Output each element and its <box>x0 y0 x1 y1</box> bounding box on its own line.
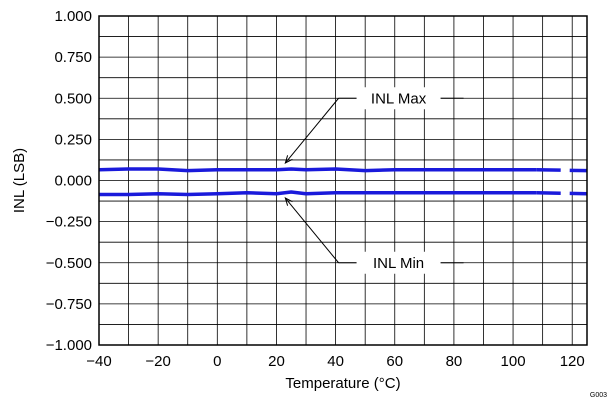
y-tick-label: 0.750 <box>54 49 92 66</box>
y-tick-label: −0.500 <box>46 255 92 272</box>
annotation-label-bg-inl-min <box>356 251 441 274</box>
annotation-arrowhead-inl-max <box>284 155 293 164</box>
x-tick-label: 120 <box>560 353 585 370</box>
y-tick-label: 0.500 <box>54 90 92 107</box>
annotation-label-inl-max: INL Max <box>371 90 427 107</box>
y-tick-label: −1.000 <box>46 337 92 354</box>
y-tick-label: −0.250 <box>46 214 92 231</box>
annotation-label-inl-min: INL Min <box>373 255 424 272</box>
x-tick-label: −40 <box>86 353 111 370</box>
y-tick-label: 1.000 <box>54 8 92 25</box>
x-tick-label: 60 <box>386 353 403 370</box>
y-tick-label: 0.250 <box>54 131 92 148</box>
annotation-label-bg-inl-max <box>356 87 441 110</box>
y-tick-label: 0.000 <box>54 173 92 190</box>
annotation-arrowhead-inl-min <box>284 197 293 206</box>
series-extrapolation-inl-max <box>536 168 588 173</box>
grid <box>99 16 587 345</box>
annotations: INL Max INL Min <box>284 87 464 274</box>
x-tick-label: 40 <box>327 353 344 370</box>
y-tick-label: −0.750 <box>46 296 92 313</box>
x-tick-label: 80 <box>446 353 463 370</box>
x-axis-title: Temperature (°C) <box>285 375 400 392</box>
x-tick-label: 0 <box>213 353 221 370</box>
series-line-inl-min <box>99 190 537 197</box>
plot-frame <box>98 15 588 346</box>
series-layer <box>98 167 588 197</box>
annotation-leader-inl-max <box>284 97 339 164</box>
y-axis-title: INL (LSB) <box>11 148 28 213</box>
series-line-inl-max <box>98 167 537 173</box>
x-tick-label: 100 <box>501 353 526 370</box>
annotation-leader-inl-min <box>284 197 339 264</box>
series-extrapolation-inl-min <box>536 191 588 196</box>
tick-labels: −40 −20 0 20 40 60 80 100 120 1.000 0.750 0.500 0.25… <box>46 8 585 370</box>
x-tick-label: −20 <box>145 353 170 370</box>
figure-id: G003 <box>590 392 607 399</box>
x-tick-label: 20 <box>268 353 285 370</box>
